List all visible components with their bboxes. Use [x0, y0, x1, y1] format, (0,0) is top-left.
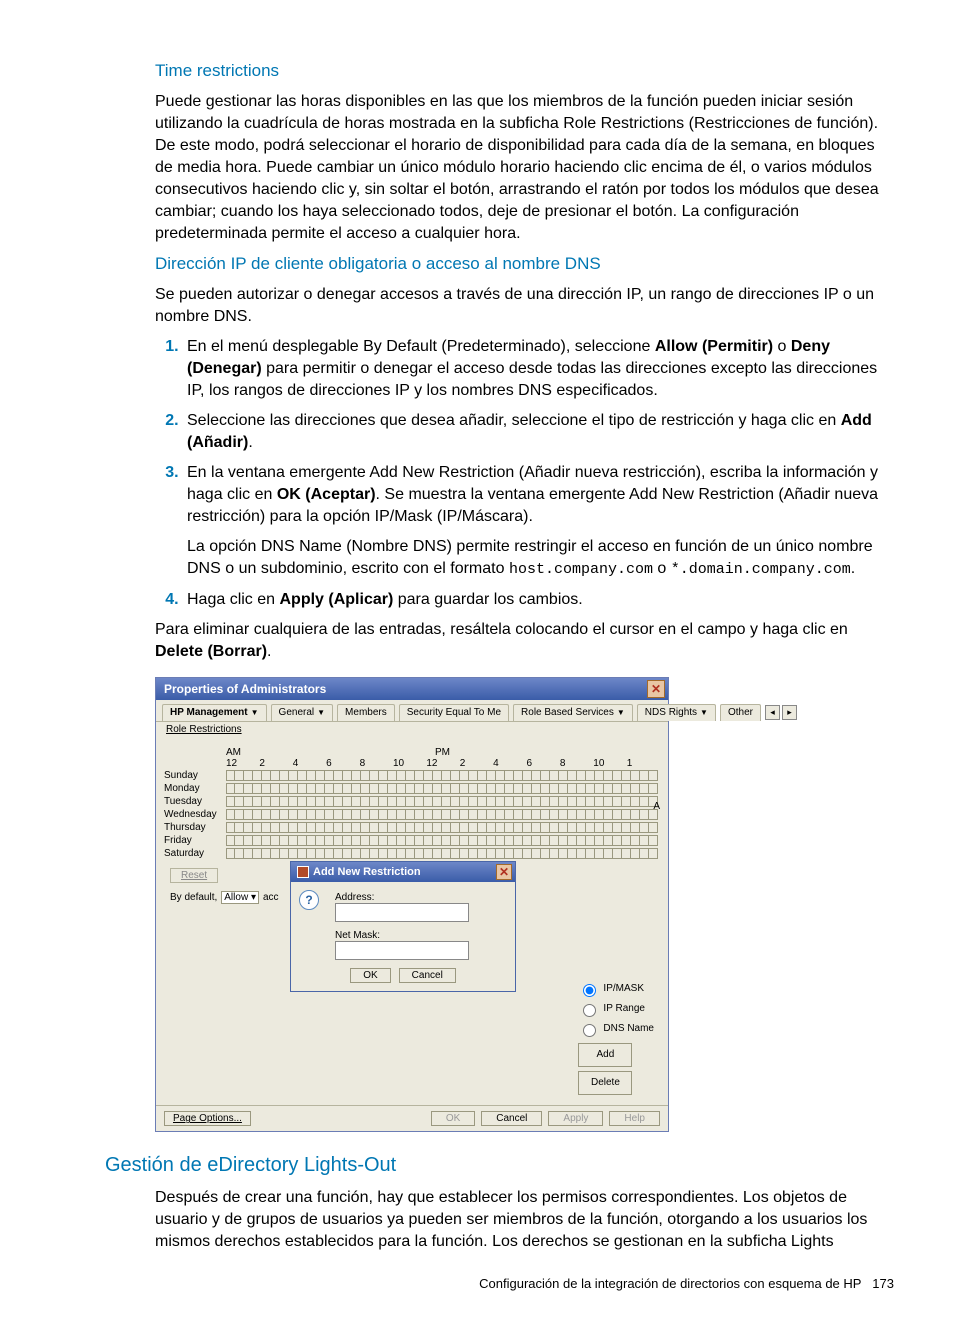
day-row: Monday	[164, 782, 660, 795]
day-row: Tuesday	[164, 795, 660, 808]
day-label: Friday	[164, 835, 226, 846]
day-row: Wednesday	[164, 808, 660, 821]
day-label: Saturday	[164, 848, 226, 859]
step-3-sub: La opción DNS Name (Nombre DNS) permite …	[187, 536, 894, 581]
properties-dialog: Properties of Administrators ✕ HP Manage…	[155, 677, 669, 1132]
hour-label: 12	[426, 758, 459, 769]
step-2: Seleccione las direcciones que desea aña…	[183, 410, 894, 454]
footer-help-button[interactable]: Help	[609, 1111, 660, 1126]
hour-label: 1	[627, 758, 660, 769]
tab-general[interactable]: General▼	[271, 704, 334, 721]
default-select[interactable]: Allow ▾	[221, 891, 259, 904]
radio-dnsname[interactable]: DNS Name	[578, 1019, 654, 1039]
footer-ok-button[interactable]: OK	[431, 1111, 475, 1126]
add-button[interactable]: Add	[578, 1043, 632, 1067]
delete-button[interactable]: Delete	[578, 1071, 632, 1095]
tab-members[interactable]: Members	[337, 704, 395, 721]
page-footer: Configuración de la integración de direc…	[105, 1276, 894, 1291]
hour-label: 12	[226, 758, 259, 769]
add-restriction-popup: Add New Restriction ✕ ? Address: Net Mas…	[290, 861, 516, 992]
tab-hp-management[interactable]: HP Management▼	[162, 704, 267, 721]
popup-ok-button[interactable]: OK	[350, 968, 390, 983]
address-label: Address:	[335, 892, 505, 903]
footer-apply-button[interactable]: Apply	[548, 1111, 603, 1126]
label-pm: PM	[435, 747, 635, 758]
popup-title: Add New Restriction	[313, 866, 421, 878]
day-row: Thursday	[164, 821, 660, 834]
hour-label: 4	[293, 758, 326, 769]
popup-close-icon[interactable]: ✕	[496, 864, 512, 880]
steps-list: En el menú desplegable By Default (Prede…	[155, 336, 894, 611]
step-4: Haga clic en Apply (Aplicar) para guarda…	[183, 589, 894, 611]
hour-label: 8	[560, 758, 593, 769]
para-time-restrictions: Puede gestionar las horas disponibles en…	[155, 91, 894, 246]
label-am: AM	[226, 747, 435, 758]
radio-ipmask[interactable]: IP/MASK	[578, 979, 654, 999]
subtab-role-restrictions[interactable]: Role Restrictions	[156, 722, 668, 741]
day-label: Sunday	[164, 770, 226, 781]
hours-header: 12246810122468101	[226, 758, 660, 769]
time-grid[interactable]	[226, 770, 658, 781]
hour-label: 2	[460, 758, 493, 769]
time-grid[interactable]	[226, 783, 658, 794]
day-label: Thursday	[164, 822, 226, 833]
tab-nds-rights[interactable]: NDS Rights▼	[637, 704, 716, 721]
netmask-input[interactable]	[335, 941, 469, 960]
page-options-button[interactable]: Page Options...	[164, 1111, 251, 1126]
day-label: Tuesday	[164, 796, 226, 807]
para-outro: Para eliminar cualquiera de las entradas…	[155, 619, 894, 663]
footer-cancel-button[interactable]: Cancel	[481, 1111, 542, 1126]
heading-ip-dns: Dirección IP de cliente obligatoria o ac…	[155, 254, 894, 274]
day-row: Sunday	[164, 769, 660, 782]
day-row: Saturday	[164, 847, 660, 860]
time-grid[interactable]	[226, 848, 658, 859]
tab-role-based[interactable]: Role Based Services▼	[513, 704, 633, 721]
hour-label: 10	[393, 758, 426, 769]
step-1: En el menú desplegable By Default (Prede…	[183, 336, 894, 402]
hour-label: 4	[493, 758, 526, 769]
tab-other[interactable]: Other	[720, 704, 761, 721]
tab-scroll[interactable]: ◂▸	[765, 705, 797, 720]
heading-edirectory: Gestión de eDirectory Lights-Out	[105, 1154, 894, 1177]
time-grid[interactable]	[226, 822, 658, 833]
step-3: En la ventana emergente Add New Restrict…	[183, 462, 894, 581]
day-row: Friday	[164, 834, 660, 847]
dialog-titlebar: Properties of Administrators ✕	[156, 678, 668, 700]
hour-label: 10	[593, 758, 626, 769]
help-icon: ?	[299, 890, 319, 910]
close-icon[interactable]: ✕	[647, 680, 665, 698]
hour-label: 6	[527, 758, 560, 769]
reset-button[interactable]: Reset	[170, 868, 218, 883]
heading-time-restrictions: Time restrictions	[155, 61, 894, 81]
hour-label: 8	[360, 758, 393, 769]
time-grid[interactable]	[226, 809, 658, 820]
popup-cancel-button[interactable]: Cancel	[399, 968, 456, 983]
netmask-label: Net Mask:	[335, 930, 505, 941]
tab-bar: HP Management▼ General▼ Members Security…	[156, 700, 668, 722]
popup-icon	[297, 866, 309, 878]
dialog-title: Properties of Administrators	[164, 682, 326, 696]
time-grid[interactable]	[226, 835, 658, 846]
para-ip-intro: Se pueden autorizar o denegar accesos a …	[155, 284, 894, 328]
radio-iprange[interactable]: IP Range	[578, 999, 654, 1019]
restriction-type-group: IP/MASK IP Range DNS Name Add Delete	[578, 979, 654, 1095]
day-label: Monday	[164, 783, 226, 794]
time-grid[interactable]	[226, 796, 658, 807]
ampm-right: A	[653, 801, 660, 812]
tab-security-equal[interactable]: Security Equal To Me	[399, 704, 509, 721]
day-label: Wednesday	[164, 809, 226, 820]
hour-label: 2	[259, 758, 292, 769]
para-edirectory: Después de crear una función, hay que es…	[155, 1187, 894, 1253]
address-input[interactable]	[335, 903, 469, 922]
hour-label: 6	[326, 758, 359, 769]
dialog-footer: Page Options... OK Cancel Apply Help	[156, 1105, 668, 1131]
